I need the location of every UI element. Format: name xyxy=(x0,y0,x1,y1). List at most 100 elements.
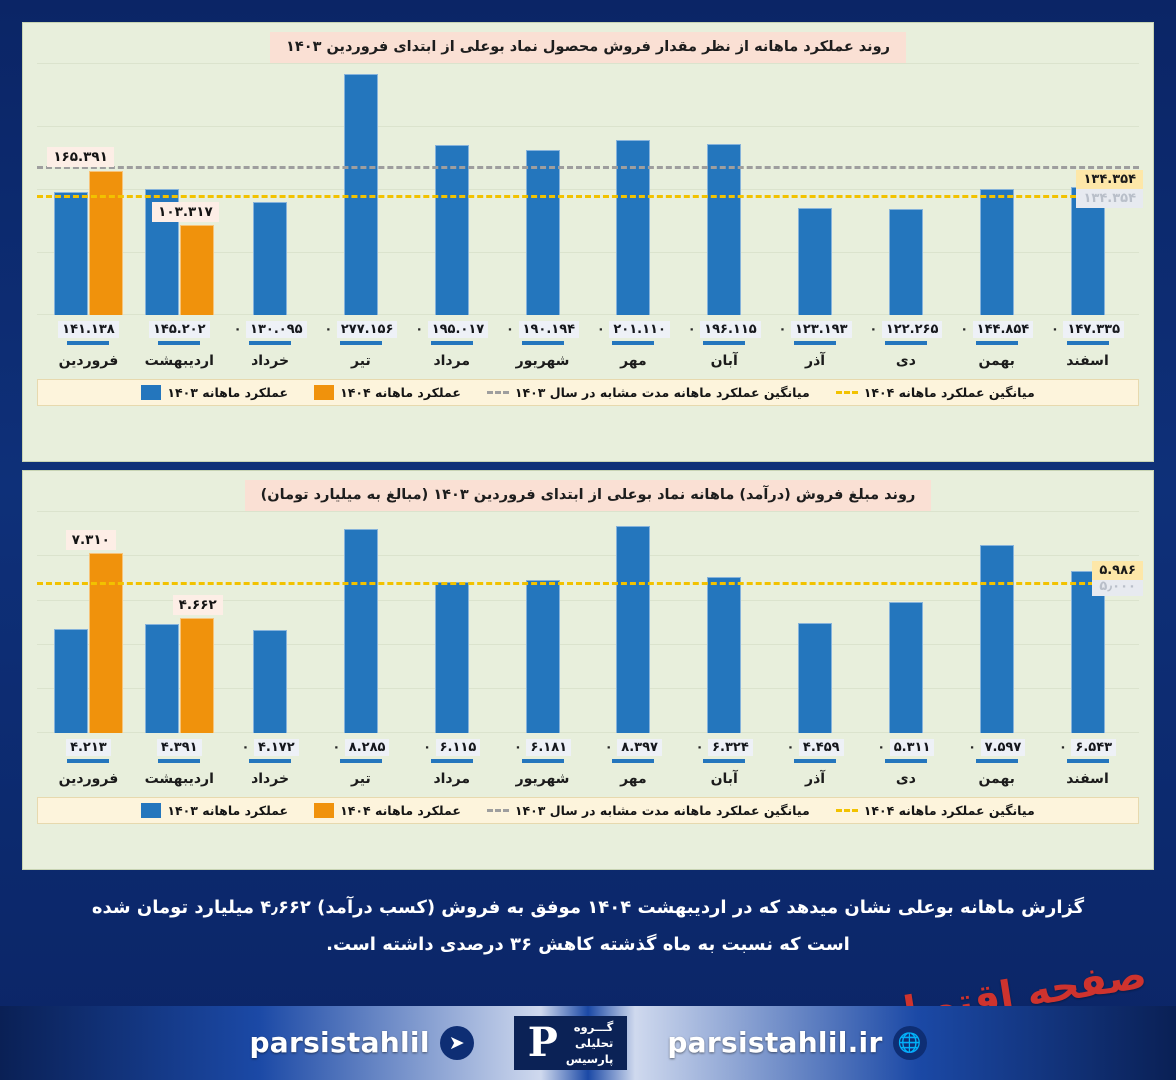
value-underbar xyxy=(430,758,473,763)
bar-group[interactable] xyxy=(497,511,588,733)
value-cell: ۱۳۰.۰۹۵ ۰ xyxy=(225,318,316,345)
bar-1403[interactable] xyxy=(979,189,1014,315)
bar-group[interactable]: ۱۶۵.۳۹۱ xyxy=(43,63,134,315)
bar-1403[interactable] xyxy=(525,149,560,315)
bar-1403[interactable] xyxy=(144,624,179,733)
bar-1403[interactable] xyxy=(707,576,742,733)
bar-group[interactable] xyxy=(861,511,952,733)
bar-1404[interactable] xyxy=(88,171,123,315)
website-url: parsistahlil.ir xyxy=(667,1026,883,1060)
telegram-link[interactable]: ➤ parsistahlil xyxy=(249,1025,474,1060)
legend-item-1403[interactable]: عملکرد ماهانه ۱۴۰۳ xyxy=(141,384,288,400)
brand-line-3: پارسیس xyxy=(565,1052,614,1067)
value-callout-1404: ۷.۳۱۰ xyxy=(65,529,116,550)
value-labels-revenue: ۴.۲۱۳ ۴.۳۹۱ ۴.۱۷۲ ۰ ۸.۲۸۵ ۰ ۶.۱۱۵ ۰ ۶.۱۸… xyxy=(23,736,1153,763)
bar-group[interactable] xyxy=(225,511,316,733)
legend-item-avg-1403[interactable]: میانگین عملکرد ماهانه مدت مشابه در سال ۱… xyxy=(486,803,810,818)
legend-item-1404[interactable]: عملکرد ماهانه ۱۴۰۴ xyxy=(314,384,461,400)
bar-1403[interactable] xyxy=(1070,571,1105,733)
gridline xyxy=(37,731,1139,733)
value-cell: ۵.۳۱۱ ۰ xyxy=(860,736,951,763)
value-dot: ۰ xyxy=(233,321,247,337)
bar-group[interactable] xyxy=(679,511,770,733)
bar-1403[interactable] xyxy=(343,528,378,733)
bar-group[interactable] xyxy=(951,63,1042,315)
bar-1403[interactable] xyxy=(616,140,651,315)
bar-1403[interactable] xyxy=(979,545,1014,733)
bar-group[interactable] xyxy=(588,63,679,315)
value-labels-quantity: ۱۴۱.۱۳۸ ۱۴۵.۲۰۲ ۱۳۰.۰۹۵ ۰ ۲۷۷.۱۵۶ ۰ ۱۹۵.… xyxy=(23,318,1153,345)
bar-1403[interactable] xyxy=(888,601,923,733)
bar-group[interactable] xyxy=(770,63,861,315)
bar-group[interactable] xyxy=(1042,63,1133,315)
month-label: اردیبهشت xyxy=(144,770,214,787)
value-cell: ۴.۴۵۹ ۰ xyxy=(770,736,861,763)
bar-1403[interactable] xyxy=(798,622,833,733)
value-dot: ۰ xyxy=(241,739,254,755)
month-label: شهریور xyxy=(515,352,570,369)
value-dot: ۰ xyxy=(778,321,791,337)
bar-group[interactable] xyxy=(770,511,861,733)
value-cell: ۴.۱۷۲ ۰ xyxy=(225,736,316,763)
reference-line-avg-1404 xyxy=(37,582,1139,586)
brand-logo: P گـــروه تحلیلی پارسیس xyxy=(513,1015,628,1071)
bar-1403[interactable] xyxy=(434,145,469,315)
bar-group[interactable] xyxy=(225,63,316,315)
bar-group[interactable] xyxy=(316,511,407,733)
value-tag: ۴.۴۵۹ xyxy=(798,738,844,756)
bar-1403[interactable] xyxy=(707,144,742,315)
bar-group[interactable] xyxy=(406,63,497,315)
value-cell: ۷.۵۹۷ ۰ xyxy=(951,736,1042,763)
bar-group[interactable]: ۷.۳۱۰ xyxy=(43,511,134,733)
value-dot: ۰ xyxy=(869,321,882,337)
value-dot: ۰ xyxy=(786,739,799,755)
bar-group[interactable]: ۴.۶۶۲ xyxy=(134,511,225,733)
month-label: مهر xyxy=(620,352,647,369)
value-dot: ۰ xyxy=(332,739,345,755)
value-dot: ۰ xyxy=(1051,321,1064,337)
bar-1403[interactable] xyxy=(888,208,923,315)
value-cell: ۱۹۵.۰۱۷ ۰ xyxy=(406,318,497,345)
value-tag: ۵.۳۱۱ xyxy=(889,738,935,756)
legend-item-1404[interactable]: عملکرد ماهانه ۱۴۰۴ xyxy=(314,802,461,818)
bar-1403[interactable] xyxy=(525,580,560,733)
bar-1404[interactable] xyxy=(179,225,214,315)
legend-item-avg-1404[interactable]: میانگین عملکرد ماهانه ۱۴۰۴ xyxy=(835,385,1035,400)
bar-1403[interactable] xyxy=(253,201,288,315)
bar-1403[interactable] xyxy=(53,628,88,733)
legend-item-avg-1404[interactable]: میانگین عملکرد ماهانه ۱۴۰۴ xyxy=(835,803,1035,818)
value-cell: ۱۹۶.۱۱۵ ۰ xyxy=(679,318,770,345)
bar-1403[interactable] xyxy=(53,192,88,315)
legend-item-avg-1403[interactable]: میانگین عملکرد ماهانه مدت مشابه در سال ۱… xyxy=(486,385,810,400)
bar-series-quantity: ۱۶۵.۳۹۱ ۱۰۳.۳۱۷ xyxy=(37,63,1139,315)
bar-1403[interactable] xyxy=(253,629,288,733)
bar-group[interactable] xyxy=(406,511,497,733)
bar-group[interactable]: ۱۰۳.۳۱۷ xyxy=(134,63,225,315)
bar-group[interactable] xyxy=(1042,511,1133,733)
bar-1403[interactable] xyxy=(343,74,378,315)
bar-group[interactable] xyxy=(316,63,407,315)
bar-1404[interactable] xyxy=(179,617,214,733)
legend-item-1403[interactable]: عملکرد ماهانه ۱۴۰۳ xyxy=(141,802,288,818)
bar-1404[interactable] xyxy=(88,552,123,733)
bar-1403[interactable] xyxy=(434,582,469,733)
gridline xyxy=(37,688,1139,690)
value-tag: ۱۲۳.۱۹۳ xyxy=(791,320,852,338)
bar-group[interactable] xyxy=(861,63,952,315)
value-tag: ۲۷۷.۱۵۶ xyxy=(336,320,398,338)
value-cell: ۱۴۵.۲۰۲ xyxy=(134,318,225,345)
bar-1403[interactable] xyxy=(616,525,651,733)
brand-name: گـــروه تحلیلی پارسیس xyxy=(566,1019,614,1068)
bar-group[interactable] xyxy=(588,511,679,733)
bar-group[interactable] xyxy=(497,63,588,315)
value-dot: ۰ xyxy=(604,739,618,755)
value-underbar xyxy=(884,340,927,345)
bar-1403[interactable] xyxy=(1070,186,1105,315)
bar-1403[interactable] xyxy=(798,207,833,315)
bar-group[interactable] xyxy=(679,63,770,315)
website-link[interactable]: 🌐 parsistahlil.ir xyxy=(667,1025,927,1060)
month-label: دی xyxy=(895,352,916,369)
legend-swatch-orange-icon xyxy=(314,384,335,400)
value-cell: ۸.۳۹۷ ۰ xyxy=(588,736,679,763)
bar-group[interactable] xyxy=(951,511,1042,733)
